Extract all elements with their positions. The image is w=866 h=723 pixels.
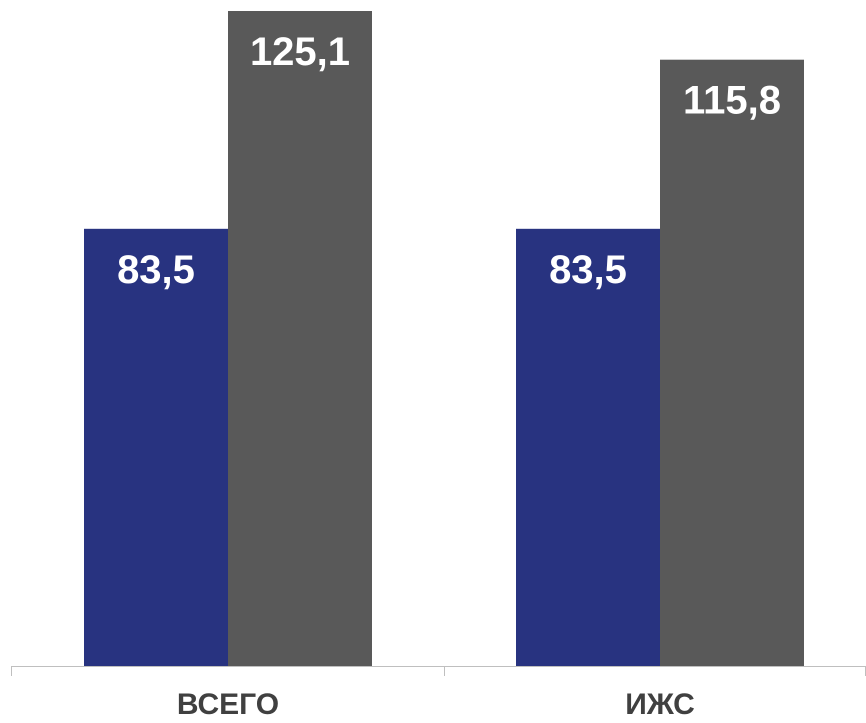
data-label-series1-1: 83,5 xyxy=(117,248,195,292)
data-label-series2-2: 115,8 xyxy=(683,79,781,123)
bar-series1-2 xyxy=(516,228,660,666)
category-label-1: ВСЕГО xyxy=(177,688,279,718)
bar-series2-2 xyxy=(660,59,804,666)
labels-layer: 83,5 125,1 83,5 115,8 ВСЕГО ИЖС xyxy=(117,30,781,721)
bar-series2-1 xyxy=(228,11,372,666)
data-label-series2-1: 125,1 xyxy=(250,30,350,74)
data-label-series1-2: 83,5 xyxy=(549,248,627,292)
bars-layer xyxy=(84,11,804,666)
x-axis xyxy=(11,666,866,676)
category-label-2: ИЖС xyxy=(625,688,695,718)
bar-series1-1 xyxy=(84,228,228,666)
